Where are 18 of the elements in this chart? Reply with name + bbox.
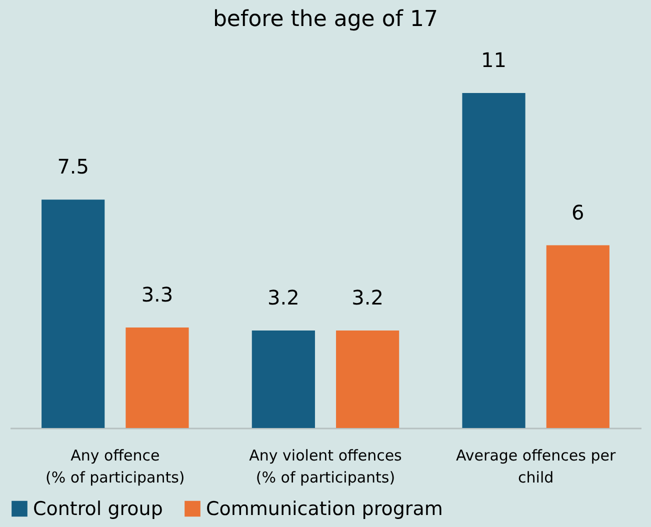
x-tick-label: Average offences per child xyxy=(456,446,616,486)
x-tick-label: Any violent offences (% of participants) xyxy=(249,446,402,486)
bar xyxy=(252,330,315,428)
data-label: 3.3 xyxy=(141,282,174,306)
data-label: 7.5 xyxy=(57,154,90,179)
data-label: 3.2 xyxy=(268,286,300,310)
bar xyxy=(546,245,610,428)
x-tick-label: Any offence (% of participants) xyxy=(46,446,185,486)
chart-title: before the age of 17 xyxy=(212,7,438,32)
data-label: 6 xyxy=(572,200,584,224)
legend-label: Communication program xyxy=(206,498,443,520)
legend-label: Control group xyxy=(33,498,163,520)
bar xyxy=(462,93,526,428)
data-label: 3.2 xyxy=(352,286,384,310)
bar xyxy=(42,200,105,428)
bar xyxy=(126,328,189,428)
bar xyxy=(336,330,400,428)
data-label: 11 xyxy=(481,48,506,72)
